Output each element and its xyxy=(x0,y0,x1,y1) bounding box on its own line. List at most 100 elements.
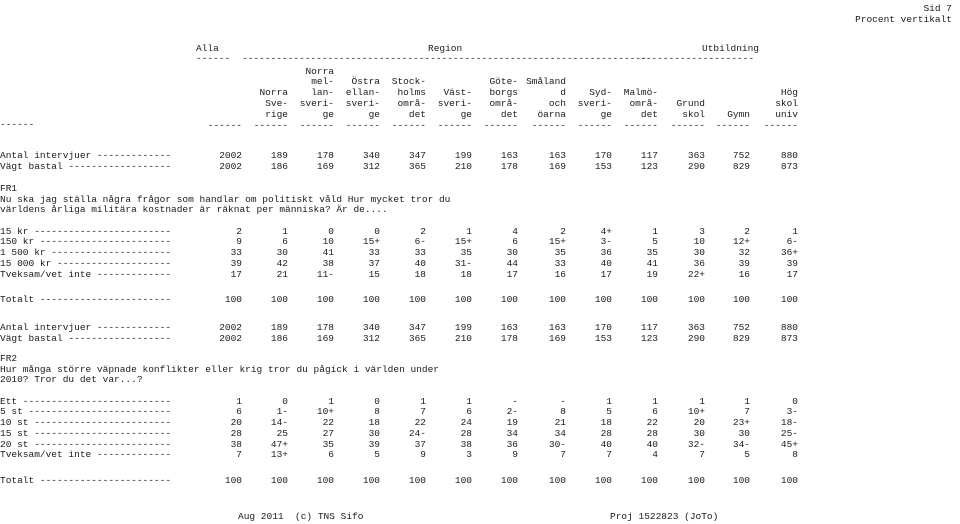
cell-value: 18 xyxy=(368,417,380,429)
cell-value: 6 xyxy=(466,406,472,418)
cell-value: 199 xyxy=(454,322,472,333)
cell-value: 30 xyxy=(693,427,705,439)
table-row: Totalt ----------------------- 100 100 100 1… xyxy=(0,294,960,306)
cell-value: 170 xyxy=(594,322,612,333)
cell-value: 169 xyxy=(316,160,334,172)
cell-value: 37 xyxy=(414,438,426,450)
cell-value: 169 xyxy=(548,160,566,172)
table-row: Antal intervjuer ------------- 2002 189 178… xyxy=(0,150,960,161)
column-header-text: mel- xyxy=(311,76,334,87)
column-rule: ------ xyxy=(483,120,518,131)
cell-value: 6 xyxy=(512,236,518,248)
cell-value: 100 xyxy=(270,294,288,306)
cell-value: 36 xyxy=(600,247,612,259)
cell-value: 6 xyxy=(236,406,242,418)
cell-value: 35 xyxy=(460,247,472,259)
column-header-text: sveri- xyxy=(299,98,334,109)
cell-value: 2 xyxy=(420,225,426,237)
cell-value: 290 xyxy=(687,160,705,172)
cell-value: 186 xyxy=(270,332,288,344)
cell-value: 28 xyxy=(230,427,242,439)
cell-value: 25 xyxy=(276,427,288,439)
column-header-text: Malmö- xyxy=(623,87,658,98)
question-text: 2010? Tror du det var...? xyxy=(0,374,143,386)
table-row: 1 500 kr --------------------- 33 30 41 33 33… xyxy=(0,247,960,259)
column-header-text: borgs xyxy=(489,87,518,98)
cell-value: 829 xyxy=(732,332,750,344)
cell-value: 365 xyxy=(408,160,426,172)
column-rule: ------ xyxy=(437,120,472,131)
column-header-text: Stock- xyxy=(391,76,426,87)
cell-value: 30 xyxy=(693,247,705,259)
cell-value: 340 xyxy=(362,322,380,333)
column-header-text: och xyxy=(548,98,566,109)
row-label: 15 st ------------------------ xyxy=(0,427,172,439)
row-label: Vägt bastal ------------------ xyxy=(0,332,172,344)
cell-value: 199 xyxy=(454,150,472,161)
cell-value: 5 xyxy=(652,236,658,248)
cell-value: 10+ xyxy=(687,406,705,418)
cell-value: 18 xyxy=(600,417,612,429)
table-row: Ett -------------------------- 1 0 1 0 1 1 - - 1 1… xyxy=(0,395,960,407)
cell-value: 3 xyxy=(699,225,705,237)
cell-value: 100 xyxy=(548,474,566,486)
cell-value: 8 xyxy=(560,406,566,418)
cell-value: 365 xyxy=(408,332,426,344)
cell-value: 100 xyxy=(687,294,705,306)
column-header-text: sveri- xyxy=(577,98,612,109)
cell-value: 2 xyxy=(560,225,566,237)
row-label: 15 kr ------------------------ xyxy=(0,225,172,237)
cell-value: 880 xyxy=(780,322,798,333)
table-row: Tveksam/vet inte ------------- 7 13+ 6 5 9 3 9 7… xyxy=(0,449,960,461)
cell-value: 18 xyxy=(414,268,426,280)
cell-value: 28 xyxy=(600,427,612,439)
cell-value: 16 xyxy=(554,268,566,280)
cell-value: 123 xyxy=(640,160,658,172)
cell-value: 189 xyxy=(270,322,288,333)
column-header-text: Östra xyxy=(351,76,380,87)
cell-value: 100 xyxy=(224,294,242,306)
cell-value: 1 xyxy=(699,395,705,407)
column-header-text: Småland xyxy=(526,76,566,87)
cell-value: 39 xyxy=(230,257,242,269)
cell-value: 100 xyxy=(270,474,288,486)
cell-value: 17 xyxy=(600,268,612,280)
cell-value: 6 xyxy=(282,236,288,248)
column-rule: ------ xyxy=(391,120,426,131)
cell-value: 7 xyxy=(699,449,705,461)
cell-value: 15+ xyxy=(454,236,472,248)
question-code: FR1 xyxy=(0,183,18,194)
column-header-text: Hög xyxy=(780,87,798,98)
cell-value: 22 xyxy=(646,417,658,429)
cell-value: 6- xyxy=(414,236,426,248)
cell-value: 7 xyxy=(560,449,566,461)
cell-value: 1 xyxy=(652,225,658,237)
cell-value: 0 xyxy=(374,395,380,407)
row-label: 20 st ------------------------ xyxy=(0,438,172,450)
cell-value: 210 xyxy=(454,160,472,172)
cell-value: 752 xyxy=(732,150,750,161)
cell-value: 2002 xyxy=(219,322,242,333)
cell-value: 22 xyxy=(414,417,426,429)
cell-value: 100 xyxy=(454,474,472,486)
cell-value: 30 xyxy=(738,427,750,439)
cell-value: 1 xyxy=(744,395,750,407)
cell-value: 17 xyxy=(506,268,518,280)
cell-value: 178 xyxy=(316,150,334,161)
cell-value: 40 xyxy=(600,257,612,269)
column-header-text: skol xyxy=(682,109,705,120)
cell-value: 6 xyxy=(328,449,334,461)
cell-value: 20 xyxy=(693,417,705,429)
cell-value: 0 xyxy=(792,395,798,407)
column-rule: ------ xyxy=(763,120,798,131)
cell-value: 21 xyxy=(554,417,566,429)
cell-value: 1 xyxy=(236,395,242,407)
group-alla: Alla xyxy=(196,43,219,54)
rule-alla: ------ xyxy=(196,53,231,64)
question-text: världens årliga militära kostnader är rä… xyxy=(0,204,388,216)
cell-value: 45+ xyxy=(780,438,798,450)
column-header-text: lan- xyxy=(311,87,334,98)
cell-value: 10 xyxy=(322,236,334,248)
cell-value: 163 xyxy=(548,322,566,333)
cell-value: 189 xyxy=(270,150,288,161)
